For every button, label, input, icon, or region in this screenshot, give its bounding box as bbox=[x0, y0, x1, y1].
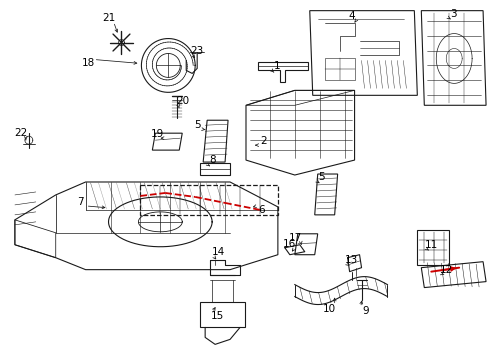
Text: 2: 2 bbox=[260, 136, 266, 146]
Text: 13: 13 bbox=[344, 255, 358, 265]
Text: 22: 22 bbox=[14, 128, 27, 138]
Text: 6: 6 bbox=[258, 205, 264, 215]
Text: 4: 4 bbox=[347, 11, 354, 21]
Text: 9: 9 bbox=[362, 306, 368, 316]
Text: 15: 15 bbox=[210, 311, 224, 321]
Text: 12: 12 bbox=[439, 265, 452, 275]
Text: 8: 8 bbox=[208, 155, 215, 165]
Text: 18: 18 bbox=[82, 58, 95, 68]
Text: 3: 3 bbox=[449, 9, 456, 19]
Text: 19: 19 bbox=[150, 129, 163, 139]
Text: 5: 5 bbox=[193, 120, 200, 130]
Text: 14: 14 bbox=[211, 247, 224, 257]
Text: 10: 10 bbox=[323, 305, 336, 315]
Text: 16: 16 bbox=[283, 239, 296, 249]
Text: 7: 7 bbox=[77, 197, 84, 207]
Text: 21: 21 bbox=[102, 13, 115, 23]
Text: 5: 5 bbox=[318, 172, 325, 182]
Text: 1: 1 bbox=[273, 62, 280, 71]
Text: 11: 11 bbox=[424, 240, 437, 250]
Text: 20: 20 bbox=[176, 96, 189, 106]
Text: 23: 23 bbox=[190, 45, 203, 55]
Text: 17: 17 bbox=[288, 233, 302, 243]
